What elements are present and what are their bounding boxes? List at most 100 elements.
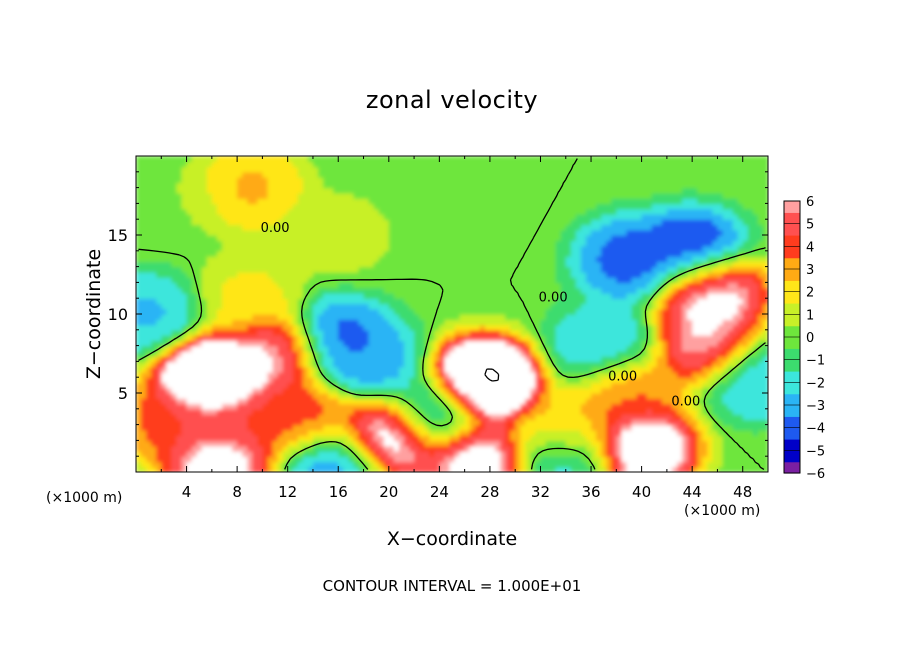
heatmap-cell xyxy=(631,287,638,294)
heatmap-cell xyxy=(596,450,602,457)
heatmap-cell xyxy=(682,456,688,463)
heatmap-cell xyxy=(272,308,279,315)
heatmap-cell xyxy=(525,424,532,431)
heatmap-cell xyxy=(520,450,527,457)
heatmap-cell xyxy=(676,466,683,472)
heatmap-cell xyxy=(505,303,511,310)
heatmap-cell xyxy=(621,419,628,426)
heatmap-cell xyxy=(257,403,264,410)
heatmap-cell xyxy=(575,403,582,410)
heatmap-cell xyxy=(737,266,744,273)
heatmap-cell xyxy=(267,377,274,384)
heatmap-cell xyxy=(424,393,430,399)
heatmap-cell xyxy=(398,440,405,447)
heatmap-cell xyxy=(403,335,410,342)
heatmap-cell xyxy=(661,340,668,347)
heatmap-cell xyxy=(550,261,557,268)
heatmap-cell xyxy=(591,345,597,352)
heatmap-cell xyxy=(525,466,532,472)
heatmap-cell xyxy=(651,277,658,284)
heatmap-cell xyxy=(682,366,688,373)
heatmap-cell xyxy=(737,282,744,289)
heatmap-cell xyxy=(535,408,542,415)
heatmap-cell xyxy=(439,319,446,326)
heatmap-cell xyxy=(484,282,491,289)
heatmap-cell xyxy=(474,298,481,305)
heatmap-cell xyxy=(494,287,501,294)
heatmap-cell xyxy=(656,329,663,336)
heatmap-cell xyxy=(697,292,703,299)
heatmap-cell xyxy=(545,393,552,399)
heatmap-cell xyxy=(671,414,678,421)
heatmap-cell xyxy=(176,356,183,363)
heatmap-cell xyxy=(454,345,461,352)
heatmap-cell xyxy=(742,382,749,389)
heatmap-cell xyxy=(656,350,663,357)
heatmap-cell xyxy=(707,324,714,331)
heatmap-cell xyxy=(454,366,461,373)
heatmap-cell xyxy=(591,371,597,378)
heatmap-cell xyxy=(191,345,198,352)
heatmap-cell xyxy=(666,435,673,442)
heatmap-cell xyxy=(692,329,698,336)
heatmap-cell xyxy=(651,266,658,273)
heatmap-cell xyxy=(343,282,350,289)
heatmap-cell xyxy=(737,419,744,426)
heatmap-cell xyxy=(762,314,768,320)
heatmap-cell xyxy=(424,324,430,331)
heatmap-cell xyxy=(459,450,466,457)
heatmap-cell xyxy=(510,277,516,284)
heatmap-cell xyxy=(479,414,486,421)
heatmap-cell xyxy=(474,419,481,426)
heatmap-cell xyxy=(156,377,162,384)
heatmap-cell xyxy=(656,419,663,426)
heatmap-cell xyxy=(262,287,269,294)
heatmap-cell xyxy=(171,450,178,457)
heatmap-cell xyxy=(565,414,572,421)
heatmap-cell xyxy=(484,419,491,426)
heatmap-cell xyxy=(651,271,658,278)
heatmap-cell xyxy=(484,287,491,294)
heatmap-cell xyxy=(676,408,683,415)
heatmap-cell xyxy=(333,361,339,368)
heatmap-cell xyxy=(752,403,759,410)
heatmap-cell xyxy=(459,298,466,305)
heatmap-cell xyxy=(550,435,557,442)
heatmap-cell xyxy=(444,414,451,421)
heatmap-cell xyxy=(181,266,188,273)
heatmap-cell xyxy=(752,466,759,472)
heatmap-cell xyxy=(383,356,390,363)
heatmap-cell xyxy=(302,461,309,468)
heatmap-cell xyxy=(307,261,314,268)
heatmap-cell xyxy=(196,324,203,331)
heatmap-cell xyxy=(247,440,253,447)
heatmap-cell xyxy=(656,398,663,405)
heatmap-cell xyxy=(616,314,623,320)
heatmap-cell xyxy=(727,440,734,447)
heatmap-cell xyxy=(267,277,274,284)
heatmap-cell xyxy=(206,277,213,284)
heatmap-cell xyxy=(459,461,466,468)
heatmap-cell xyxy=(181,450,188,457)
heatmap-cell xyxy=(651,435,658,442)
heatmap-cell xyxy=(181,408,188,415)
heatmap-cell xyxy=(535,440,542,447)
heatmap-cell xyxy=(550,277,557,284)
heatmap-cell xyxy=(535,277,542,284)
heatmap-cell xyxy=(762,445,768,452)
heatmap-cell xyxy=(201,340,208,347)
heatmap-cell xyxy=(373,445,380,452)
heatmap-cell xyxy=(712,350,719,357)
heatmap-cell xyxy=(414,445,420,452)
heatmap-cell xyxy=(368,414,375,421)
heatmap-cell xyxy=(515,287,521,294)
heatmap-cell xyxy=(585,356,592,363)
heatmap-cell xyxy=(692,424,698,431)
heatmap-cell xyxy=(136,282,142,289)
heatmap-cell xyxy=(398,371,405,378)
heatmap-cell xyxy=(550,408,557,415)
heatmap-cell xyxy=(272,445,279,452)
heatmap-cell xyxy=(525,456,532,463)
heatmap-cell xyxy=(540,424,547,431)
heatmap-cell xyxy=(166,435,173,442)
